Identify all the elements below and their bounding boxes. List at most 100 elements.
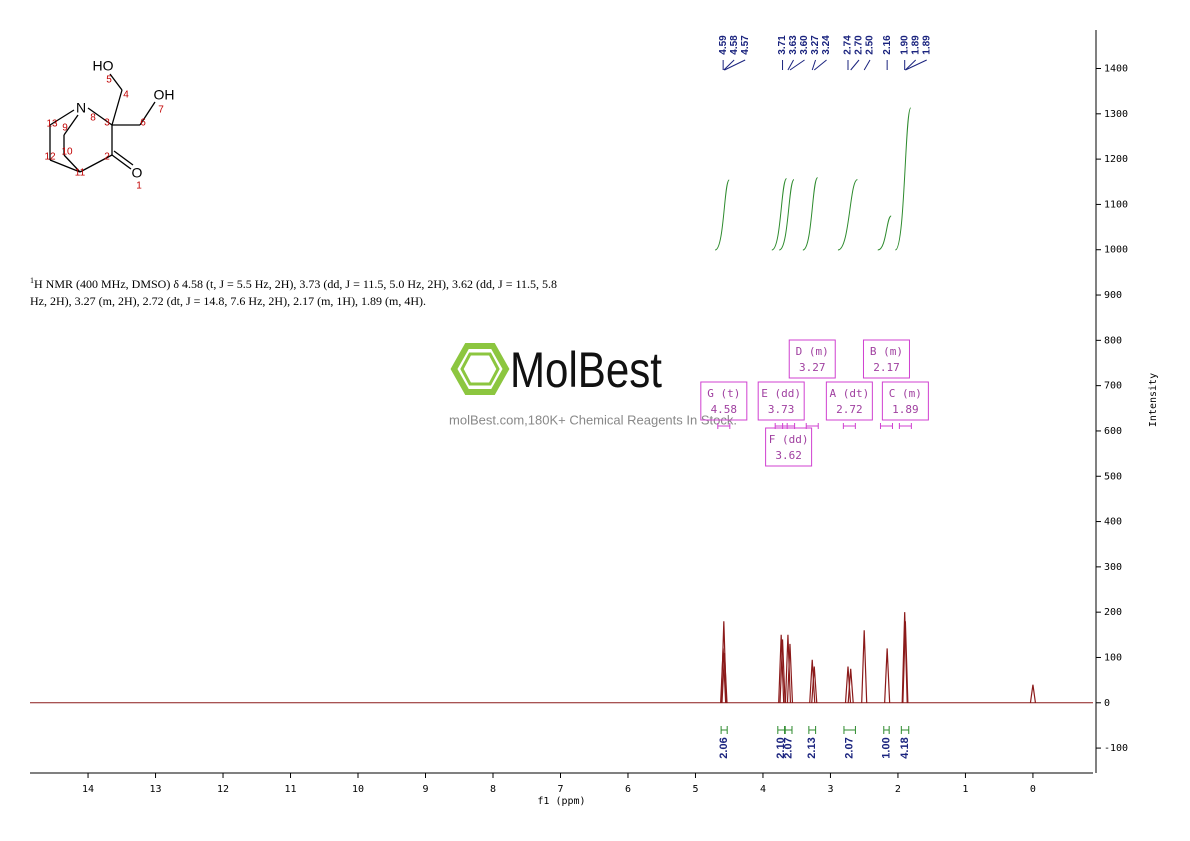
integral-curve xyxy=(778,179,795,251)
y-tick-label: 1100 xyxy=(1104,199,1128,210)
y-axis-label: Intensity xyxy=(1148,373,1159,427)
multiplet-shift: 4.58 xyxy=(711,403,738,416)
integral-bracket xyxy=(720,726,728,734)
x-tick-label: 14 xyxy=(82,784,94,795)
multiplet-shift: 2.17 xyxy=(873,361,900,374)
x-tick-label: 8 xyxy=(490,784,496,795)
integral-bracket xyxy=(900,726,910,734)
multiplet-shift: 2.72 xyxy=(836,403,863,416)
integral-curve xyxy=(837,179,858,251)
peak xyxy=(786,643,794,703)
multiplet-box xyxy=(700,381,748,421)
atom-label: HO xyxy=(93,58,114,74)
multiplet-range xyxy=(879,423,893,429)
logo xyxy=(460,352,500,386)
x-tick-label: 10 xyxy=(352,784,364,795)
peak-label: 3.60 xyxy=(799,35,810,55)
peak-label-leader xyxy=(863,59,871,71)
y-tick-label: 500 xyxy=(1104,471,1122,482)
peak-label-leader xyxy=(905,59,917,71)
atom-number: 6 xyxy=(140,118,146,129)
description-text: H NMR (400 MHz, DMSO) δ 4.58 (t, J = 5.5… xyxy=(30,277,558,308)
x-tick-label: 1 xyxy=(962,784,968,795)
bond xyxy=(111,154,132,170)
peak-label-leader xyxy=(723,59,735,71)
y-tick-label: 600 xyxy=(1104,426,1122,437)
bond xyxy=(49,159,81,173)
atom-number: 8 xyxy=(90,113,96,124)
multiplet-label: A (dt) xyxy=(829,387,869,400)
y-tick-label: 0 xyxy=(1104,698,1110,709)
peak-label-leader xyxy=(905,59,927,71)
atom-number: 1 xyxy=(136,181,142,192)
x-tick-label: 4 xyxy=(760,784,766,795)
y-tick-label: 900 xyxy=(1104,290,1122,301)
peak-label: 2.70 xyxy=(854,35,865,55)
peak xyxy=(809,659,816,703)
peak-label: 2.50 xyxy=(865,35,876,55)
atom-number: 4 xyxy=(123,90,129,101)
peak-label: 4.58 xyxy=(729,35,740,55)
multiplet-range xyxy=(842,423,856,429)
peak-label: 4.57 xyxy=(740,35,751,55)
bond xyxy=(87,107,113,126)
integral-curve xyxy=(802,177,819,251)
peak xyxy=(847,668,854,703)
peak-label: 4.59 xyxy=(718,35,729,55)
y-tick-label: 1000 xyxy=(1104,245,1128,256)
multiplet-box xyxy=(862,339,910,379)
atom-number: 12 xyxy=(44,152,56,163)
peak xyxy=(884,648,891,703)
atom-numbers: 1 2 3 4 5 6 7 8 9 10 11 12 13 xyxy=(44,75,164,192)
multiplet-label: F (dd) xyxy=(769,433,809,446)
multiplet-label: C (m) xyxy=(889,387,922,400)
multiplet-box xyxy=(757,381,805,421)
integral-curve xyxy=(771,178,788,251)
bond xyxy=(111,89,123,126)
multiplet-label: D (m) xyxy=(796,345,829,358)
y-tick-label: 300 xyxy=(1104,562,1122,573)
integral-label: 2.07 xyxy=(783,737,795,758)
bond xyxy=(63,154,81,173)
peak xyxy=(902,621,909,703)
atom-label: N xyxy=(76,100,86,116)
atom-number: 3 xyxy=(104,118,110,129)
atom-label: O xyxy=(132,165,143,181)
peak xyxy=(811,666,818,703)
atom-number: 13 xyxy=(46,119,58,130)
y-tick-label: 200 xyxy=(1104,607,1122,618)
peak-label-leader xyxy=(813,59,827,71)
multiplet-range xyxy=(898,423,912,429)
x-axis-label: f1 (ppm) xyxy=(537,796,585,807)
integral-bracket xyxy=(784,726,793,734)
peak xyxy=(861,630,868,703)
x-tick-label: 9 xyxy=(422,784,428,795)
integral-curve xyxy=(714,179,730,251)
atom-number: 9 xyxy=(62,123,68,134)
peak-label: 3.27 xyxy=(810,35,821,55)
multiplet-shift: 1.89 xyxy=(892,403,919,416)
peak xyxy=(1029,684,1037,703)
bond xyxy=(49,109,75,126)
brand: MolBest xyxy=(510,342,662,398)
peak-label: 1.90 xyxy=(899,35,910,55)
peak xyxy=(784,634,792,703)
multiplet-label: G (t) xyxy=(707,387,740,400)
y-tick-label: 800 xyxy=(1104,335,1122,346)
atom-number: 11 xyxy=(75,168,86,179)
multiplet-box xyxy=(825,381,873,421)
y-tick-label: 400 xyxy=(1104,517,1122,528)
bond xyxy=(113,150,134,166)
peak xyxy=(778,634,785,703)
y-tick-label: 700 xyxy=(1104,381,1122,392)
x-tick-label: 12 xyxy=(217,784,229,795)
integral-label: 2.13 xyxy=(806,737,818,758)
molecule xyxy=(49,73,156,173)
peak xyxy=(721,652,728,703)
multiplet-range xyxy=(782,423,796,429)
integral-curve xyxy=(877,215,892,251)
peak xyxy=(779,639,786,703)
y-tick-label: 100 xyxy=(1104,652,1122,663)
bond xyxy=(109,73,123,91)
